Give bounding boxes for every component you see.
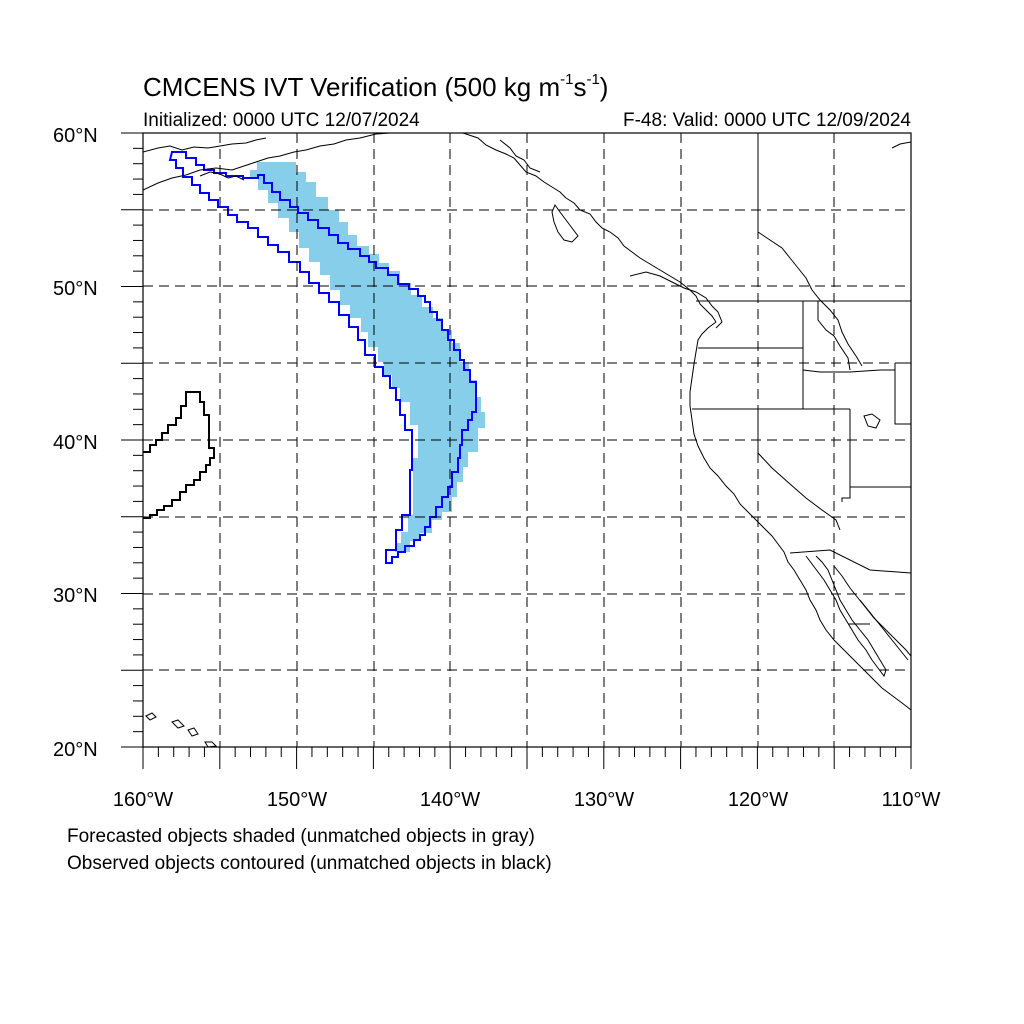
- lon-label-110w: 110°W: [882, 789, 941, 811]
- valid-time: F-48: Valid: 0000 UTC 12/09/2024: [623, 110, 911, 131]
- forecast-object-shaded: [250, 162, 485, 552]
- lat-label-40: 40°N: [53, 432, 98, 454]
- legend-note-forecast: Forecasted objects shaded (unmatched obj…: [67, 826, 535, 847]
- initialized-time: Initialized: 0000 UTC 12/07/2024: [143, 110, 420, 131]
- latitude-labels: 60°N 50°N 40°N 30°N 20°N: [53, 125, 98, 761]
- longitude-labels: 160°W 150°W 140°W 130°W 120°W 110°W: [113, 789, 941, 811]
- coastlines: [143, 133, 911, 747]
- lat-label-60: 60°N: [53, 125, 98, 147]
- axis-ticks: [121, 132, 912, 769]
- lat-lon-grid: [143, 133, 911, 747]
- lon-label-120w: 120°W: [728, 789, 788, 811]
- political-borders: [692, 133, 911, 625]
- lon-label-150w: 150°W: [267, 789, 327, 811]
- legend-note-observed: Observed objects contoured (unmatched ob…: [67, 853, 552, 874]
- lon-label-160w: 160°W: [113, 789, 173, 811]
- lat-label-30: 30°N: [53, 585, 98, 607]
- observed-object-contour: [168, 151, 477, 564]
- observed-unmatched-object: [143, 391, 215, 519]
- lat-label-20: 20°N: [53, 739, 98, 761]
- lon-label-130w: 130°W: [574, 789, 634, 811]
- lat-label-50: 50°N: [53, 278, 98, 300]
- chart-title: CMCENS IVT Verification (500 kg m-1s-1): [143, 71, 609, 102]
- lon-label-140w: 140°W: [420, 789, 480, 811]
